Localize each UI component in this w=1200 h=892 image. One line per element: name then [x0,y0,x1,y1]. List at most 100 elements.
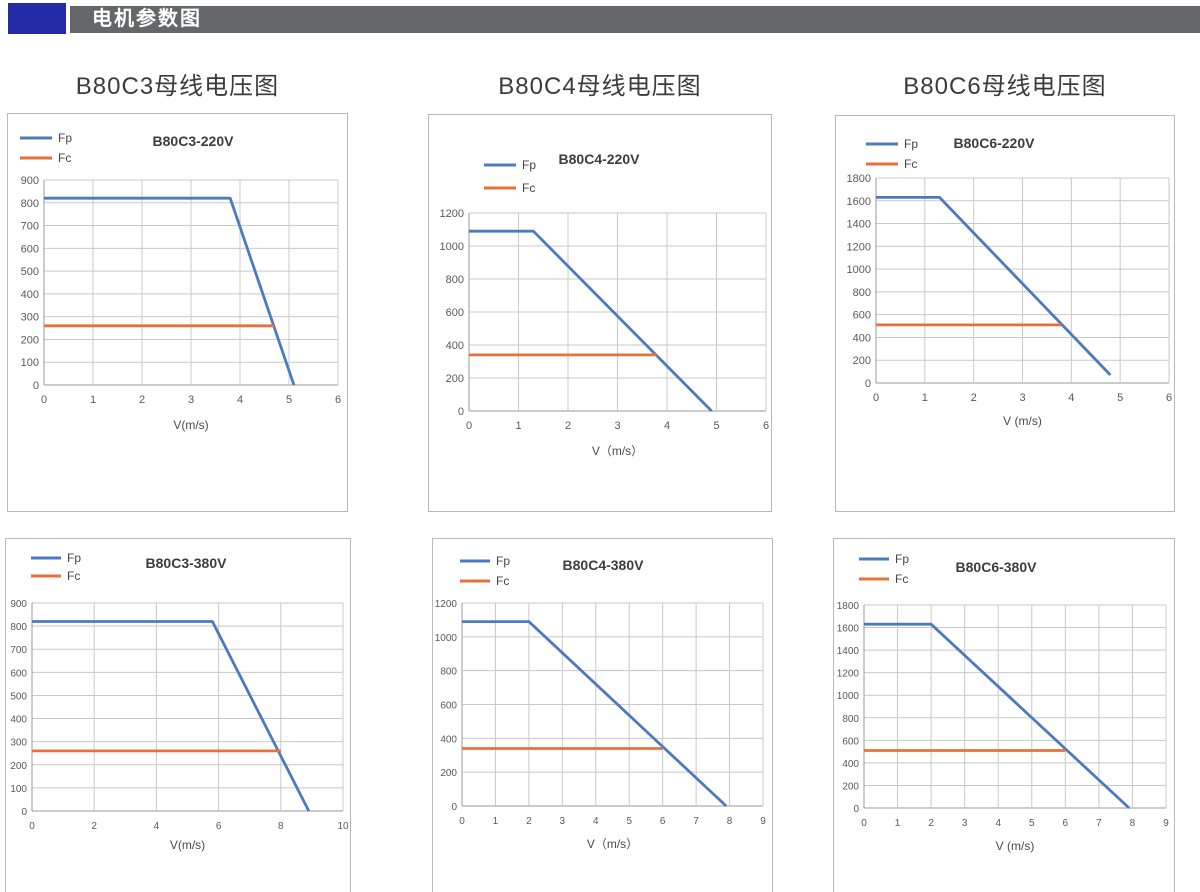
legend: Fp Fc [460,554,510,588]
fc-legend-label: Fc [895,572,908,586]
y-tick-label: 1200 [847,241,871,253]
axis-tick-labels: 0 200 400 600 800 1000 1200 1400 1600 1800 0 1 2 3 4 5 6… [837,601,1169,829]
y-tick-label: 1800 [847,173,871,185]
x-tick-label: 3 [188,394,194,406]
y-tick-label: 200 [446,373,464,385]
y-tick-label: 1400 [837,646,860,657]
x-tick-label: 4 [1068,392,1074,404]
chart-inner-title: B80C6-380V [956,559,1038,575]
legend: Fp Fc [484,158,536,195]
y-tick-label: 1000 [440,241,464,253]
chart-canvas: 0 200 400 600 800 1000 1200 1400 1600 1800 0 1 2 3 4 5 6… [837,552,1169,853]
header-bar: 电机参数图 [70,6,1200,33]
x-tick-label: 1 [895,818,901,829]
y-tick-label: 200 [21,334,39,346]
fp-series-line [469,229,713,412]
x-axis-label: V (m/s) [1003,414,1042,428]
chart-inner-title: B80C3-220V [153,133,235,149]
y-tick-label: 100 [21,357,39,369]
legend: Fp Fc [866,137,918,171]
fp-legend-label: Fp [895,552,909,566]
grid-lines [863,604,1167,809]
x-tick-label: 1 [90,394,96,406]
grid-lines [468,212,767,412]
y-tick-label: 800 [842,714,859,725]
x-tick-label: 6 [216,821,222,832]
legend: Fp Fc [859,552,909,586]
y-tick-label: 600 [446,307,464,319]
x-tick-label: 9 [1163,818,1169,829]
y-tick-label: 900 [21,175,39,187]
y-tick-label: 900 [10,599,27,610]
y-tick-label: 700 [21,221,39,233]
y-tick-label: 600 [10,668,27,679]
axis-tick-labels: 0 100 200 300 400 500 600 700 800 900 0 1 2 3 4 5 6 [21,175,341,406]
y-tick-label: 300 [21,312,39,324]
x-tick-label: 6 [1166,392,1172,404]
fp-legend-label: Fp [496,554,510,568]
x-tick-label: 1 [922,392,928,404]
chart-title-b80c3: B80C3母线电压图 [75,73,280,100]
y-tick-label: 400 [842,759,859,770]
x-axis-label: V（m/s） [592,444,643,458]
y-tick-label: 600 [440,701,457,712]
y-tick-label: 600 [842,736,859,747]
page-header: 电机参数图 [0,0,1200,40]
x-tick-label: 3 [614,420,620,432]
x-tick-label: 5 [1117,392,1123,404]
x-tick-label: 6 [335,394,341,406]
x-axis-label: V(m/s) [173,418,208,432]
chart-panel-b80c6-220v: 0 200 400 600 800 1000 1200 1400 1600 1800 0 1 2 3 4 5 6… [835,115,1175,512]
y-tick-label: 600 [21,243,39,255]
chart-panel-b80c4-380v: 0 200 400 600 800 1000 1200 0 1 2 3 4 5 6 7 8 9 Fp Fc B80C4… [432,538,773,892]
y-tick-label: 400 [853,332,871,344]
x-tick-label: 3 [1019,392,1025,404]
y-tick-label: 500 [21,266,39,278]
fp-legend-label: Fp [522,158,536,172]
x-tick-label: 4 [154,821,160,832]
fp-series-line [876,196,1112,376]
chart-canvas: 0 100 200 300 400 500 600 700 800 900 0 2 4 6 8 10 Fp Fc B… [10,551,349,852]
y-tick-label: 800 [21,198,39,210]
x-tick-label: 0 [466,420,472,432]
x-tick-label: 2 [565,420,571,432]
x-tick-label: 2 [526,816,532,827]
x-tick-label: 2 [971,392,977,404]
x-tick-label: 3 [560,816,566,827]
y-tick-label: 0 [853,804,859,815]
axis-tick-labels: 0 100 200 300 400 500 600 700 800 900 0 2 4 6 8 10 [10,599,349,832]
fc-legend-label: Fc [67,569,80,583]
grid-lines [461,602,764,807]
y-tick-label: 1600 [837,624,860,635]
grid-lines [43,179,339,386]
fp-series-line [864,622,1131,810]
legend: Fp Fc [20,131,72,165]
x-tick-label: 0 [29,821,35,832]
fp-legend-label: Fp [58,131,72,145]
y-tick-label: 1000 [837,691,860,702]
axis-tick-labels: 0 200 400 600 800 1000 1200 1400 1600 1800 0 1 2 3 4 5 6 [847,173,1173,404]
y-tick-label: 300 [10,738,27,749]
y-tick-label: 1800 [837,601,860,612]
y-tick-label: 1200 [435,599,458,610]
fp-series-line [32,620,311,812]
y-tick-label: 200 [440,768,457,779]
x-tick-label: 5 [1029,818,1035,829]
y-tick-label: 700 [10,645,27,656]
y-tick-label: 1000 [847,264,871,276]
y-tick-label: 1200 [837,669,860,680]
x-axis-label: V (m/s) [996,839,1035,853]
fc-legend-label: Fc [496,574,509,588]
x-tick-label: 8 [278,821,284,832]
fc-legend-label: Fc [58,151,71,165]
y-tick-label: 100 [10,784,27,795]
x-tick-label: 9 [760,816,766,827]
x-tick-label: 4 [593,816,599,827]
chart-canvas: 0 100 200 300 400 500 600 700 800 900 0 1 2 3 4 5 6 Fp Fc B… [20,131,341,432]
x-tick-label: 5 [626,816,632,827]
y-tick-label: 200 [10,761,27,772]
y-tick-label: 600 [853,310,871,322]
chart-panel-b80c3-380v: 0 100 200 300 400 500 600 700 800 900 0 2 4 6 8 10 Fp Fc B… [5,538,351,892]
chart-title-b80c6: B80C6母线电压图 [903,73,1107,100]
